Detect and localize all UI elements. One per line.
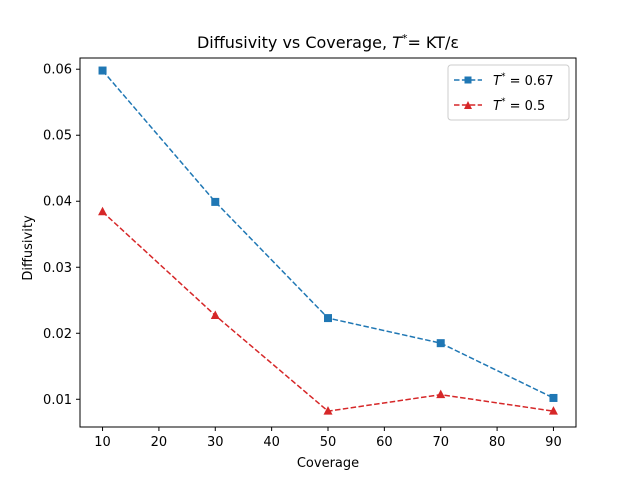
legend-label-0: T* = 0.67 [493,72,554,89]
legend-var-0: T [493,74,502,89]
legend-marker-triangle [464,101,472,109]
y-tick-label-4: 0.05 [43,129,72,144]
y-tick-label-5: 0.06 [43,63,72,78]
legend-var-1: T [493,99,502,114]
chart-title-prefix: Diffusivity vs Coverage, [197,33,392,52]
data-point-s0-4 [549,393,558,402]
legend-sup-1: * [501,97,506,107]
data-point-s1-4 [548,406,558,415]
data-point-s1-2 [323,406,333,415]
data-point-s0-1 [211,197,220,206]
data-point-s1-0 [98,206,108,216]
legend: T* = 0.67 T* = 0.5 [447,64,570,121]
chart-title-var: T [392,33,403,52]
legend-marker-square [464,76,472,84]
data-point-s1-1 [210,310,220,319]
axes-layer: 10 20 30 40 50 60 70 80 90 0.01 0.02 0.03 0.04 0.05 0.… [43,57,577,450]
y-tick-label-2: 0.03 [43,261,72,276]
x-tick-label-1: 20 [151,435,168,450]
x-axis-label: Coverage [297,456,359,471]
chart-title-sup: * [402,32,408,45]
y-tick-label-1: 0.02 [43,327,72,342]
chart-title: Diffusivity vs Coverage, T*= KT/ε [197,32,459,52]
x-tick-label-4: 50 [320,435,337,450]
data-point-s0-3 [436,339,445,348]
x-tick-label-5: 60 [376,435,393,450]
legend-entry-1: T* = 0.5 [454,97,545,114]
y-tick-label-3: 0.04 [43,195,72,210]
data-point-s1-3 [436,389,446,399]
y-tick-label-0: 0.01 [43,393,72,408]
legend-sup-0: * [501,72,506,82]
legend-label-1: T* = 0.5 [493,97,545,114]
legend-entry-0: T* = 0.67 [454,72,554,89]
x-tick-label-0: 10 [94,435,111,450]
chart-title-suffix: = KT/ε [407,33,459,52]
legend-frame [447,64,570,121]
x-tick-label-8: 90 [545,435,562,450]
data-point-s0-2 [324,314,332,323]
legend-rest-0: = 0.67 [505,74,553,89]
legend-rest-1: = 0.5 [505,99,545,114]
y-axis-label: Diffusivity [21,215,36,281]
x-tick-label-6: 70 [432,435,449,450]
x-tick-label-3: 40 [263,435,280,450]
x-tick-label-2: 30 [207,435,224,450]
data-point-s0-0 [98,66,107,75]
series-line-1 [102,211,554,412]
x-tick-label-7: 80 [489,435,506,450]
plot-layer [98,66,558,415]
